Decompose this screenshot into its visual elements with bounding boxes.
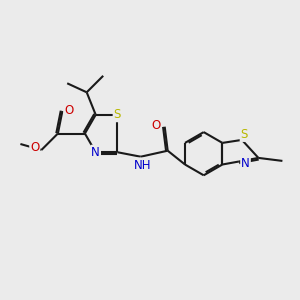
Text: N: N bbox=[91, 146, 100, 159]
Text: NH: NH bbox=[134, 159, 151, 172]
Text: O: O bbox=[64, 104, 74, 118]
Text: S: S bbox=[114, 108, 121, 121]
Text: O: O bbox=[152, 119, 161, 132]
Text: O: O bbox=[30, 141, 39, 154]
Text: N: N bbox=[241, 157, 250, 169]
Text: S: S bbox=[241, 128, 248, 141]
